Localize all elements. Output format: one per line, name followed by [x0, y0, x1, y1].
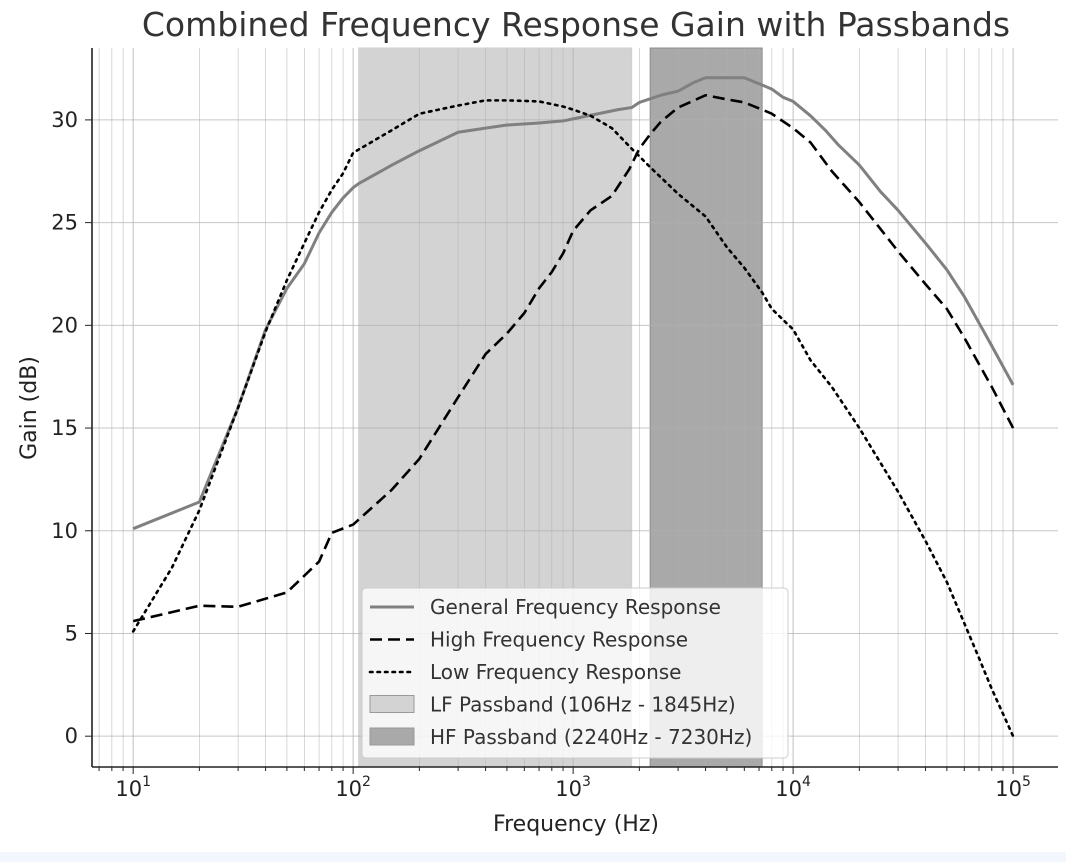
x-tick-label: 105	[995, 774, 1031, 801]
low-frequency-response-line	[131, 99, 1015, 738]
general-frequency-response-line	[132, 76, 1015, 531]
legend-swatch-patch	[369, 695, 415, 713]
y-tick-label: 10	[51, 519, 78, 543]
high-frequency-response-line	[132, 93, 1015, 623]
axes-layer	[91, 48, 1058, 768]
y-tick-label: 20	[51, 313, 78, 337]
legend-swatch-patch	[369, 727, 415, 746]
legend-entry-label: HF Passband (2240Hz - 7230Hz)	[430, 725, 752, 749]
tick-layer: 0 5 10 15 20 25 30 101 102 103 104 105	[51, 108, 1031, 801]
y-tick-label: 25	[51, 211, 78, 235]
y-tick-label: 15	[51, 416, 78, 440]
grid-layer	[92, 48, 1058, 767]
series-layer	[131, 76, 1015, 738]
x-tick-label: 103	[555, 774, 591, 801]
legend-entry-label: LF Passband (106Hz - 1845Hz)	[430, 693, 736, 717]
bottom-strip	[0, 852, 1066, 862]
chart-title: Combined Frequency Response Gain with Pa…	[142, 5, 1010, 44]
x-tick-label: 102	[335, 774, 371, 801]
legend-box	[361, 587, 789, 759]
legend-entry-label: Low Frequency Response	[430, 660, 681, 684]
legend: General Frequency Response High Frequency…	[361, 587, 789, 759]
y-tick-label: 5	[65, 621, 78, 645]
legend-entry-label: General Frequency Response	[430, 595, 721, 619]
y-tick-label: 30	[51, 108, 78, 132]
y-axis-label: Gain (dB)	[17, 356, 42, 460]
x-axis-label: Frequency (Hz)	[493, 812, 659, 837]
x-tick-label: 101	[115, 774, 151, 801]
y-tick-label: 0	[65, 724, 78, 748]
legend-entry-label: High Frequency Response	[430, 628, 688, 652]
x-tick-label: 104	[775, 774, 811, 801]
